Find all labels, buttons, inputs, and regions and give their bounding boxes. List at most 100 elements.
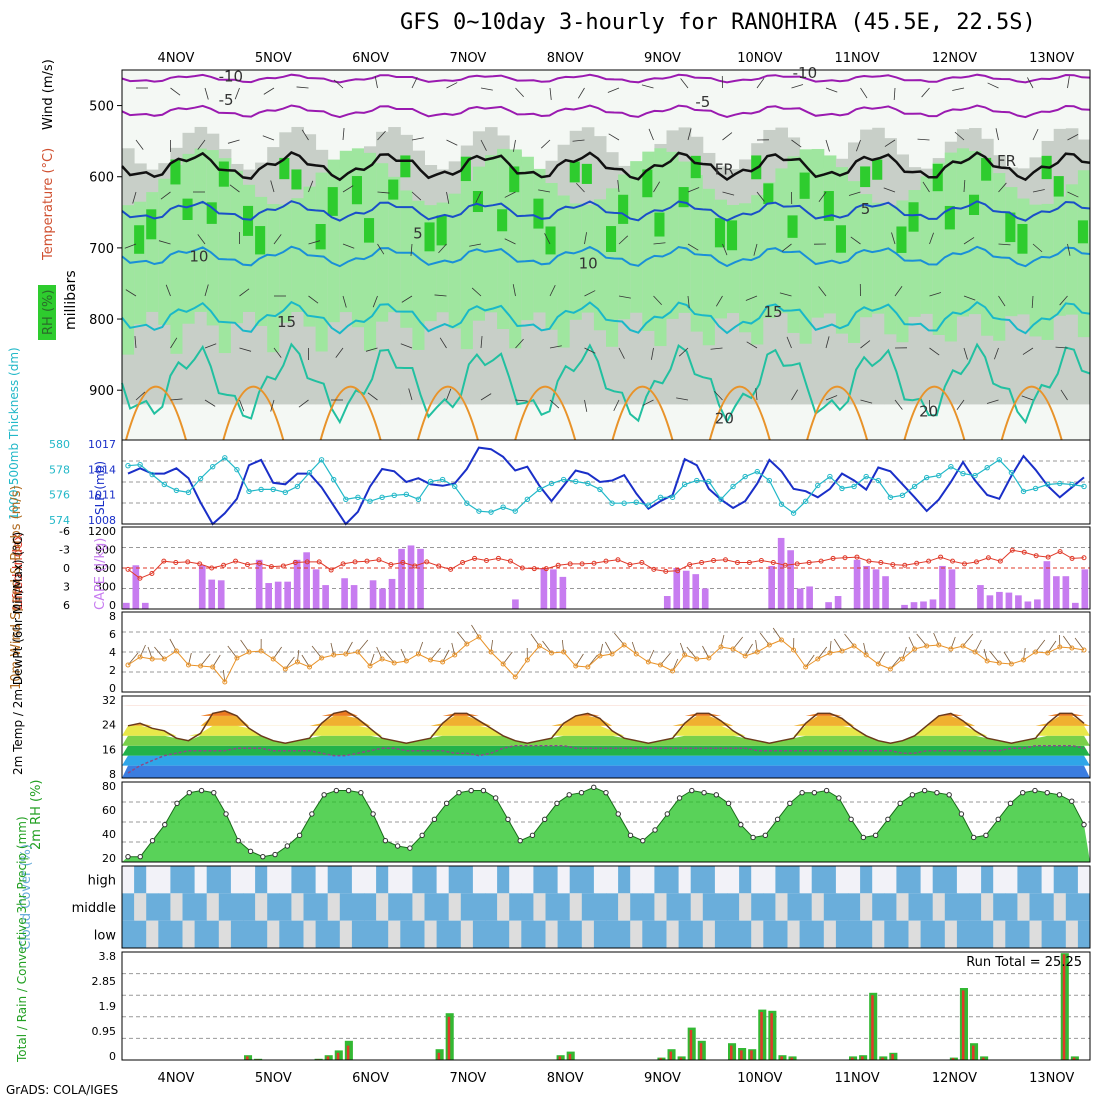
rh-dark-cell — [582, 164, 592, 184]
cloud-cell — [751, 921, 764, 948]
cape-bar — [313, 569, 320, 609]
rh-dark-cell — [896, 226, 906, 252]
cloud-cell — [800, 866, 813, 893]
cloud-cell — [981, 893, 994, 920]
cloud-cell — [509, 921, 522, 948]
cloud-cell — [1030, 866, 1043, 893]
date-label-bottom: 9NOV — [644, 1071, 681, 1086]
cloud-cell — [824, 866, 837, 893]
precip-conv-bar — [730, 1046, 733, 1060]
cloud-cell — [957, 921, 970, 948]
cape-bar — [835, 596, 842, 609]
pressure-tick-label: 900 — [89, 384, 114, 399]
rh-dark-cell — [146, 209, 156, 239]
cloud-cell — [981, 921, 994, 948]
wind-tick-label: 4 — [109, 646, 116, 659]
rh-marker — [175, 801, 179, 805]
cloud-cell — [933, 921, 946, 948]
temp-band — [122, 756, 1090, 766]
cloud-cell — [219, 921, 232, 948]
cloud-cell — [1078, 866, 1091, 893]
cloud-cell — [509, 893, 522, 920]
rh-marker — [395, 844, 399, 848]
rh-marker — [334, 788, 338, 792]
rh-green-band — [679, 162, 692, 313]
cloud-cell — [425, 893, 438, 920]
cloud-cell — [122, 866, 135, 893]
cloud-cell — [400, 893, 413, 920]
cloud-cell — [328, 893, 341, 920]
cloud-cell — [957, 893, 970, 920]
cloud-cell — [824, 893, 837, 920]
cloud-cell — [969, 921, 982, 948]
cloud-cell — [884, 893, 897, 920]
cloud-row-label: low — [94, 928, 117, 943]
precip-conv-bar — [740, 1050, 743, 1060]
cape-bar — [417, 549, 424, 609]
cloud-cell — [679, 921, 692, 948]
cloud-cell — [788, 893, 801, 920]
temp-tick-label: 24 — [102, 719, 116, 732]
cloud-cell — [437, 921, 450, 948]
cloud-cell — [582, 921, 595, 948]
cloud-cell — [1017, 893, 1030, 920]
contour-label: 20 — [919, 403, 938, 421]
cloud-cell — [606, 866, 619, 893]
rh-green-band — [473, 167, 486, 321]
cloud-cell — [667, 921, 680, 948]
cape-ylabel: CAPE (J/kg) — [93, 538, 108, 610]
date-label-top: 12NOV — [932, 51, 977, 66]
cloud-cell — [909, 893, 922, 920]
cloud-cell — [219, 866, 232, 893]
cloud-cell — [352, 893, 365, 920]
cloud-cell — [775, 921, 788, 948]
pressure-tick-label: 600 — [89, 171, 114, 186]
rh-marker — [212, 790, 216, 794]
rh-marker — [199, 788, 203, 792]
cloud-cell — [969, 866, 982, 893]
cape-bar — [996, 592, 1003, 609]
cloud-cell — [630, 921, 643, 948]
cloud-cell — [1078, 921, 1091, 948]
cloud-cell — [691, 921, 704, 948]
cloud-cell — [340, 921, 353, 948]
cloud-cell — [679, 866, 692, 893]
cape-bar — [218, 580, 225, 609]
rh-dark-cell — [364, 218, 374, 243]
cloud-cell — [703, 866, 716, 893]
cloud-cell — [376, 866, 389, 893]
rh-marker — [641, 838, 645, 842]
rh-marker — [297, 833, 301, 837]
rh-marker — [567, 793, 571, 797]
cape-bar — [541, 568, 548, 609]
rh-dark-cell — [328, 187, 338, 216]
cloud-cell — [158, 866, 171, 893]
rh-green-band — [400, 190, 413, 327]
cape-bar — [1072, 603, 1079, 609]
rh-marker — [555, 801, 559, 805]
thickness-tick-label: 578 — [49, 463, 70, 476]
cloud-cell — [812, 866, 825, 893]
cape-bar — [778, 538, 785, 609]
contour-label: 15 — [763, 303, 782, 321]
cloud-cell — [485, 921, 498, 948]
slp-tick-label: 1017 — [88, 438, 116, 451]
cloud-cell — [267, 866, 280, 893]
rh-dark-cell — [1078, 220, 1088, 243]
date-label-bottom: 13NOV — [1029, 1071, 1074, 1086]
slp-ylabel: SLP (mb) — [93, 461, 107, 515]
cloud-cell — [788, 866, 801, 893]
cloud-cell — [231, 921, 244, 948]
rh-dark-cell — [497, 209, 507, 231]
cloud-cell — [316, 866, 329, 893]
rh-green-band — [485, 155, 498, 312]
cloud-cell — [412, 893, 425, 920]
precip-conv-bar — [327, 1056, 330, 1060]
precip-conv-bar — [670, 1052, 673, 1060]
rh-green-band — [219, 158, 232, 353]
rh-green-band — [243, 185, 256, 312]
cloud-cell — [921, 921, 934, 948]
thickness-tick-label: 580 — [49, 438, 70, 451]
rh-marker — [935, 790, 939, 794]
rh-green-band — [158, 179, 171, 325]
